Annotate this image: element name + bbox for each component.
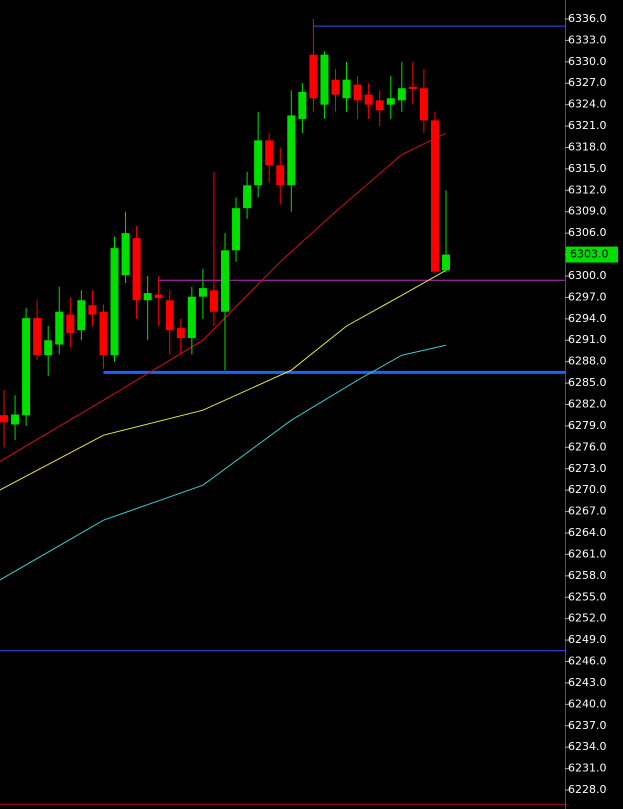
candle-body xyxy=(254,140,263,186)
y-tick-label: 6252.0 xyxy=(568,612,607,625)
y-tick-label: 6288.0 xyxy=(568,355,607,368)
candle-body xyxy=(375,100,384,111)
candle-body xyxy=(198,288,207,297)
candle-body xyxy=(110,248,119,356)
y-tick-label: 6237.0 xyxy=(568,719,607,732)
y-tick-label: 6243.0 xyxy=(568,676,607,689)
candle-body xyxy=(77,300,86,331)
candle-body xyxy=(287,115,296,186)
y-tick-label: 6321.0 xyxy=(568,119,607,132)
candle-body xyxy=(165,300,174,331)
y-tick-label: 6324.0 xyxy=(568,98,607,111)
y-tick-label: 6300.0 xyxy=(568,269,607,282)
y-tick-label: 6285.0 xyxy=(568,376,607,389)
candle-body xyxy=(143,293,152,301)
y-tick-label: 6258.0 xyxy=(568,569,607,582)
y-tick-label: 6315.0 xyxy=(568,162,607,175)
y-tick-label: 6228.0 xyxy=(568,783,607,796)
candle-body xyxy=(176,328,185,339)
candle-body xyxy=(408,86,417,89)
candle-body xyxy=(430,120,439,272)
moving-average xyxy=(0,269,447,491)
y-tick-label: 6309.0 xyxy=(568,205,607,218)
candle-body xyxy=(353,84,362,101)
y-tick-label: 6294.0 xyxy=(568,312,607,325)
candle-body xyxy=(33,318,42,356)
candle-body xyxy=(364,94,373,105)
y-tick-label: 6336.0 xyxy=(568,12,607,25)
candle-body xyxy=(187,296,196,339)
candle-body xyxy=(309,54,318,99)
y-tick-label: 6264.0 xyxy=(568,526,607,539)
candle-body xyxy=(66,314,75,334)
candle-body xyxy=(22,318,31,416)
y-tick-label: 6333.0 xyxy=(568,33,607,46)
y-tick-label: 6306.0 xyxy=(568,226,607,239)
y-tick-label: 6270.0 xyxy=(568,483,607,496)
moving-average xyxy=(0,132,447,462)
y-tick-label: 6234.0 xyxy=(568,740,607,753)
y-tick-label: 6312.0 xyxy=(568,183,607,196)
candle-body xyxy=(121,233,130,276)
y-tick-label: 6231.0 xyxy=(568,762,607,775)
candle-body xyxy=(44,340,53,356)
moving-average xyxy=(0,344,447,581)
y-tick-label: 6261.0 xyxy=(568,547,607,560)
candle-body xyxy=(88,305,97,315)
last-price-tag xyxy=(566,246,618,263)
y-tick-label: 6318.0 xyxy=(568,140,607,153)
candle-body xyxy=(320,54,329,105)
y-tick-label: 6279.0 xyxy=(568,419,607,432)
candle-body xyxy=(154,294,163,299)
candle-body xyxy=(55,311,64,345)
candle-body xyxy=(243,185,252,209)
y-tick-label: 6267.0 xyxy=(568,505,607,518)
y-tick-label: 6327.0 xyxy=(568,76,607,89)
candle-body xyxy=(397,88,406,101)
candle-body xyxy=(276,165,285,186)
candle-body xyxy=(0,415,8,423)
y-tick-label: 6297.0 xyxy=(568,290,607,303)
y-tick-label: 6330.0 xyxy=(568,55,607,68)
y-tick-label: 6249.0 xyxy=(568,633,607,646)
candle-body xyxy=(99,311,108,356)
candle-body xyxy=(232,208,241,251)
candle-body xyxy=(331,79,340,95)
y-tick-label: 6240.0 xyxy=(568,697,607,710)
candle-body xyxy=(265,140,274,166)
y-tick-label: 6273.0 xyxy=(568,462,607,475)
candle-body xyxy=(442,254,450,271)
candle-body xyxy=(209,290,218,312)
candle-body xyxy=(132,238,141,301)
candle-body xyxy=(386,98,395,105)
y-tick-label: 6291.0 xyxy=(568,333,607,346)
candle-body xyxy=(221,250,229,312)
y-tick-label: 6276.0 xyxy=(568,440,607,453)
candle-body xyxy=(419,88,428,121)
candle-body xyxy=(11,414,20,425)
y-tick-label: 6255.0 xyxy=(568,590,607,603)
y-tick-label: 6282.0 xyxy=(568,398,607,411)
y-tick-label: 6246.0 xyxy=(568,655,607,668)
last-price-label: 6303.0 xyxy=(570,248,609,261)
candle-body xyxy=(342,79,351,99)
candle-body xyxy=(298,91,307,119)
